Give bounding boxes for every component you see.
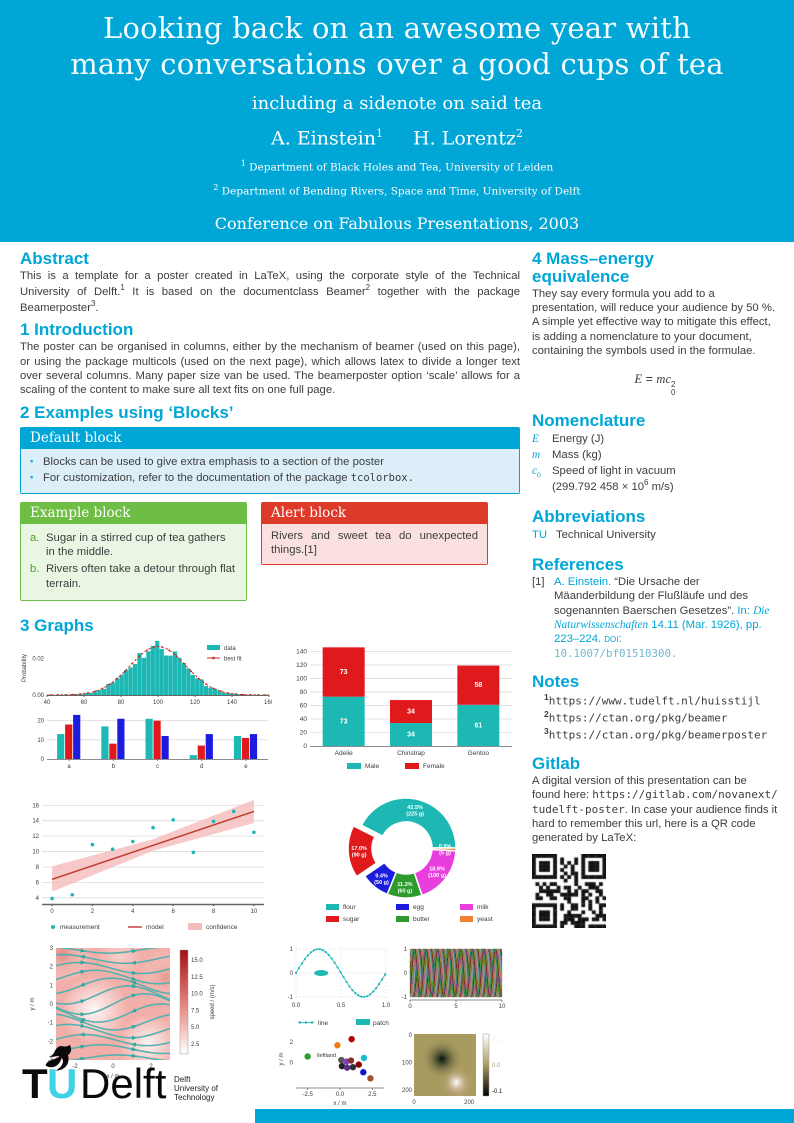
donut-chart xyxy=(300,788,520,931)
poster-title: Looking back on an awesome year with man… xyxy=(70,11,724,82)
default-block: Default block ▪ Blocks can be used to giv… xyxy=(20,427,520,494)
default-item-1: ▪ Blocks can be used to give extra emphas… xyxy=(30,456,384,469)
abbreviations-heading: Abbreviations xyxy=(532,506,646,526)
default-block-title: Default block xyxy=(21,428,519,450)
emc2-formula: E = mc 2 0 xyxy=(634,372,676,397)
poster-subtitle: including a sidenote on said tea xyxy=(251,92,543,114)
alert-block-body: Rivers and sweet tea do unexpected thing… xyxy=(262,523,487,565)
example-item-a: a. Sugar in a stirred cup of tea gathers … xyxy=(30,531,226,559)
nomenclature-item-c0: c0 Speed of light in vacuum (299.792 458 ×… xyxy=(532,464,676,493)
aff-1-mark: 1 xyxy=(240,158,246,168)
references-heading: References xyxy=(532,554,624,574)
graph-row-2 xyxy=(20,788,520,937)
footer-accent-bar xyxy=(255,1109,794,1123)
abstract-text: This is a template for a poster created … xyxy=(20,269,520,315)
logo-word-delft: Delft xyxy=(80,1060,167,1106)
mass-energy-heading: 4 Mass–energy equivalence xyxy=(532,249,654,286)
stacked-bar-chart xyxy=(280,638,518,777)
right-column: 4 Mass–energy equivalence They say every… xyxy=(532,250,778,928)
note-2-url[interactable]: https://ctan.org/pkg/beamer xyxy=(548,711,728,725)
reference-title: “Die Ursache der Mäanderbildung der Fluß… xyxy=(554,575,749,617)
gitlab-heading: Gitlab xyxy=(532,754,581,774)
grouped-bar-chart xyxy=(20,708,272,773)
cluster-scatter-plot xyxy=(278,1028,394,1117)
default-item-2: ▪ For customization, refer to the documen… xyxy=(30,472,414,485)
nomenclature-item-E: E Energy (J) xyxy=(532,432,605,445)
tcolorbox-code: tcolorbox. xyxy=(350,472,414,485)
logo-sub-3: Technology xyxy=(174,1093,214,1102)
authors-line: A. Einstein1 H. Lorentz2 xyxy=(0,127,794,149)
left-column: Abstract This is a template for a poster… xyxy=(20,249,520,1117)
note-3-url[interactable]: https://ctan.org/pkg/beamerposter xyxy=(548,728,768,742)
bullet-icon: ▪ xyxy=(30,456,34,467)
introduction-heading: 1 Introduction xyxy=(20,320,134,340)
affiliation-1: 1 Department of Black Holes and Tea, Uni… xyxy=(0,159,794,174)
imshow-plot xyxy=(394,1028,508,1111)
regression-chart xyxy=(20,788,272,937)
logo-sub-1: Delft xyxy=(174,1075,191,1084)
graphs-heading: 3 Graphs xyxy=(20,615,94,635)
bullet-icon: ▪ xyxy=(30,472,34,483)
author-2-affmark: 2 xyxy=(515,126,523,140)
example-item-b: b. Rivers often take a detour through fla… xyxy=(30,563,236,590)
logo-sub-2: University of xyxy=(174,1084,219,1093)
qr-code-wrap xyxy=(532,853,778,928)
alert-block: Alert block Rivers and sweet tea do unex… xyxy=(261,501,488,566)
notes-heading: Notes xyxy=(532,672,580,692)
example-block: Example block a. Sugar in a stirred cup o… xyxy=(20,501,247,601)
author-2: H. Lorentz xyxy=(413,126,516,149)
nomenclature-item-m: m Mass (kg) xyxy=(532,448,602,461)
hist-grouped-figure xyxy=(20,638,272,773)
note-1: 1https://www.tudelft.nl/huisstijl xyxy=(544,692,761,708)
note-3: 3https://ctan.org/pkg/beamerposter xyxy=(544,726,768,742)
aff-1-text: Department of Black Holes and Tea, Unive… xyxy=(249,161,554,174)
abbreviation-TU: TU Technical University xyxy=(532,528,656,541)
gitlab-url[interactable]: https://gitlab.com/novanext/tudelft-post… xyxy=(532,788,778,816)
default-block-body: ▪ Blocks can be used to give extra emphas… xyxy=(21,449,519,493)
reference-author: A. Einstein. xyxy=(554,575,612,588)
nomenclature-heading: Nomenclature xyxy=(532,410,646,430)
flame-icon xyxy=(45,1044,72,1071)
aff-2-mark: 2 xyxy=(213,183,219,193)
graph-row-1 xyxy=(20,638,520,777)
blocks-heading: 2 Examples using ‘Blocks’ xyxy=(20,402,234,422)
mini-plot-grid xyxy=(278,942,510,1117)
reference-marker: [1] xyxy=(532,575,545,588)
author-1: A. Einstein xyxy=(271,126,376,149)
affiliation-2: 2 Department of Bending Rivers, Space an… xyxy=(0,183,794,198)
stream-plot xyxy=(20,942,270,1101)
note-1-url[interactable]: https://www.tudelft.nl/huisstijl xyxy=(548,694,761,708)
tudelft-logo: T U Delft Delft University of Technology xyxy=(22,1044,222,1107)
introduction-text: The poster can be organised in columns, … xyxy=(20,341,520,397)
reference-journal: Die Naturwissenschaften xyxy=(554,604,770,631)
qr-code xyxy=(532,853,606,928)
logo-letter-T: T xyxy=(22,1060,48,1106)
graph-row-3 xyxy=(20,942,520,1117)
conference-line: Conference on Fabulous Presentations, 20… xyxy=(214,213,580,233)
doi-link[interactable]: 10.1007/bf01510300. xyxy=(554,646,678,660)
gitlab-text: A digital version of this presentation c… xyxy=(532,774,778,845)
author-1-affmark: 1 xyxy=(375,126,383,140)
histogram-chart xyxy=(20,638,272,709)
logo-letter-U: U xyxy=(47,1060,77,1106)
poster-header: Looking back on an awesome year with man… xyxy=(0,0,794,242)
example-alert-row: Example block a. Sugar in a stirred cup o… xyxy=(20,494,520,601)
mass-energy-text: They say every formula you add to a pres… xyxy=(532,287,776,358)
sine-patch-plot xyxy=(278,942,394,1029)
alert-block-title: Alert block xyxy=(262,502,487,524)
example-block-title: Example block xyxy=(21,502,246,524)
phases-plot xyxy=(394,942,508,1021)
reference-1: [1] A. Einstein. “Die Ursache der Mäande… xyxy=(532,575,770,660)
aff-2-text: Department of Bending Rivers, Space and … xyxy=(221,185,581,198)
note-2: 2https://ctan.org/pkg/beamer xyxy=(544,709,728,725)
example-block-body: a. Sugar in a stirred cup of tea gathers … xyxy=(21,523,246,600)
abstract-heading: Abstract xyxy=(20,249,89,268)
